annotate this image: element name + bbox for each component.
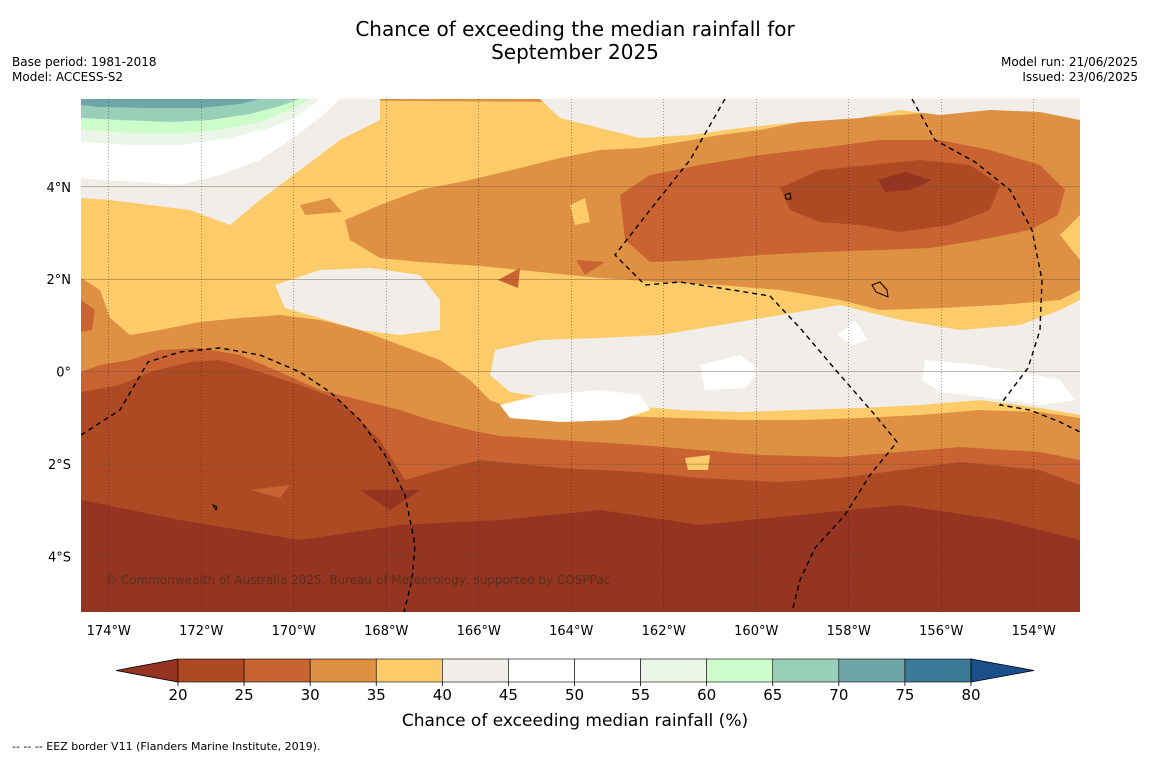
lon-label-10: 154°W <box>1012 624 1056 639</box>
zone-45-50-d <box>838 320 868 345</box>
zone-70-75-northwest <box>81 99 260 108</box>
colorbar-segment-4 <box>442 658 509 683</box>
title-line-2: September 2025 <box>491 40 659 64</box>
lon-label-1: 172°W <box>179 624 223 639</box>
lon-label-4: 166°W <box>457 624 501 639</box>
colorbar-segment-0 <box>177 658 245 683</box>
colorbar-tick-label-1: 25 <box>235 686 254 704</box>
zone-45-50-b <box>700 355 760 390</box>
map-title: Chance of exceeding the median rainfall … <box>0 18 1150 64</box>
colorbar: 20 25 30 35 40 45 50 55 60 65 70 75 80 <box>115 658 1035 704</box>
lat-label-1: 2°N <box>47 273 72 288</box>
island-outlines <box>211 192 889 512</box>
zone-25-30-pocket-b <box>498 268 520 288</box>
colorbar-segment-11 <box>904 658 972 683</box>
colorbar-segment-3 <box>375 658 443 683</box>
zone-below-20-south <box>81 500 1080 612</box>
eez-border-east <box>911 99 1080 433</box>
model-text: Model: ACCESS-S2 <box>12 70 124 84</box>
colorbar-tick-label-9: 65 <box>763 686 782 704</box>
lat-label-4: 4°S <box>48 551 71 566</box>
model-run-text: Model run: 21/06/2025 <box>1000 55 1138 69</box>
island-outline-a <box>871 281 889 298</box>
lon-label-2: 170°W <box>272 624 316 639</box>
colorbar-label: Chance of exceeding median rainfall (%) <box>402 711 748 731</box>
lat-label-0: 4°N <box>47 181 72 196</box>
rainfall-map: © Commonwealth of Australia 2025, Bureau… <box>81 99 1080 612</box>
lat-label-2: 0° <box>56 366 71 381</box>
colorbar-segment-7 <box>640 658 707 683</box>
colorbar-segment-10 <box>838 658 906 683</box>
island-outline-b <box>784 192 792 200</box>
zone-20-25-north <box>780 160 1000 232</box>
lon-label-7: 160°W <box>734 624 778 639</box>
graticule <box>81 99 1080 612</box>
colorbar-tick-label-2: 30 <box>301 686 320 704</box>
title-line-1: Chance of exceeding the median rainfall … <box>355 17 795 41</box>
colorbar-over-arrow <box>970 658 1035 683</box>
longitude-labels: 174°W 172°W 170°W 168°W 166°W 164°W 162°W 160°W… <box>87 624 1056 639</box>
colorbar-segment-8 <box>706 658 774 683</box>
colorbar-tick-label-10: 70 <box>829 686 848 704</box>
zone-35-40-pocket <box>685 455 710 470</box>
colorbar-tick-label-3: 35 <box>367 686 386 704</box>
colorbar-tick-label-12: 80 <box>961 686 980 704</box>
zone-45-50-c <box>922 360 1075 405</box>
colorbar-segment-1 <box>243 658 311 683</box>
eez-borders <box>81 99 1080 612</box>
zone-45-50-a <box>500 390 650 422</box>
zone-40-45-west <box>275 268 440 335</box>
zone-25-30-pocket <box>250 485 290 498</box>
copyright-text: © Commonwealth of Australia 2025, Bureau… <box>105 573 610 587</box>
eez-footnote: -- -- -- EEZ border V11 (Flanders Marine… <box>12 740 321 753</box>
meta-right: Model run: 21/06/2025 Issued: 23/06/2025 <box>1001 55 1138 85</box>
lon-label-9: 156°W <box>919 624 963 639</box>
lon-label-5: 164°W <box>549 624 593 639</box>
colorbar-tick-label-4: 40 <box>433 686 452 704</box>
issued-text: Issued: 23/06/2025 <box>1022 70 1138 84</box>
zone-35-40-pocket-b <box>570 198 590 225</box>
colorbar-tick-label-8: 60 <box>697 686 716 704</box>
zone-30-35-pocket <box>300 198 342 215</box>
lon-label-8: 158°W <box>827 624 871 639</box>
lat-label-3: 2°S <box>48 458 71 473</box>
colorbar-tick-label-0: 20 <box>168 686 187 704</box>
meta-left: Base period: 1981-2018 Model: ACCESS-S2 <box>12 55 157 85</box>
island-outline-c <box>211 503 218 512</box>
colorbar-segment-6 <box>574 658 641 683</box>
zone-40-45-northeast <box>540 99 1080 138</box>
zone-25-30-pocket-c <box>576 260 605 275</box>
colorbar-segment-9 <box>772 658 840 683</box>
latitude-labels: 4°N 2°N 0° 2°S 4°S <box>47 181 72 566</box>
colorbar-segment-5 <box>508 658 575 683</box>
zone-25-30-edge-west <box>81 300 95 332</box>
colorbar-tick-label-11: 75 <box>895 686 914 704</box>
lon-label-0: 174°W <box>87 624 131 639</box>
colorbar-tick-label-7: 55 <box>631 686 650 704</box>
colorbar-tick-label-6: 50 <box>565 686 584 704</box>
colorbar-tick-label-5: 45 <box>499 686 518 704</box>
colorbar-under-arrow <box>115 658 179 683</box>
base-period-text: Base period: 1981-2018 <box>12 55 157 69</box>
colorbar-segment-2 <box>309 658 377 683</box>
lon-label-3: 168°W <box>364 624 408 639</box>
eez-border-central <box>614 99 898 612</box>
lon-label-6: 162°W <box>642 624 686 639</box>
